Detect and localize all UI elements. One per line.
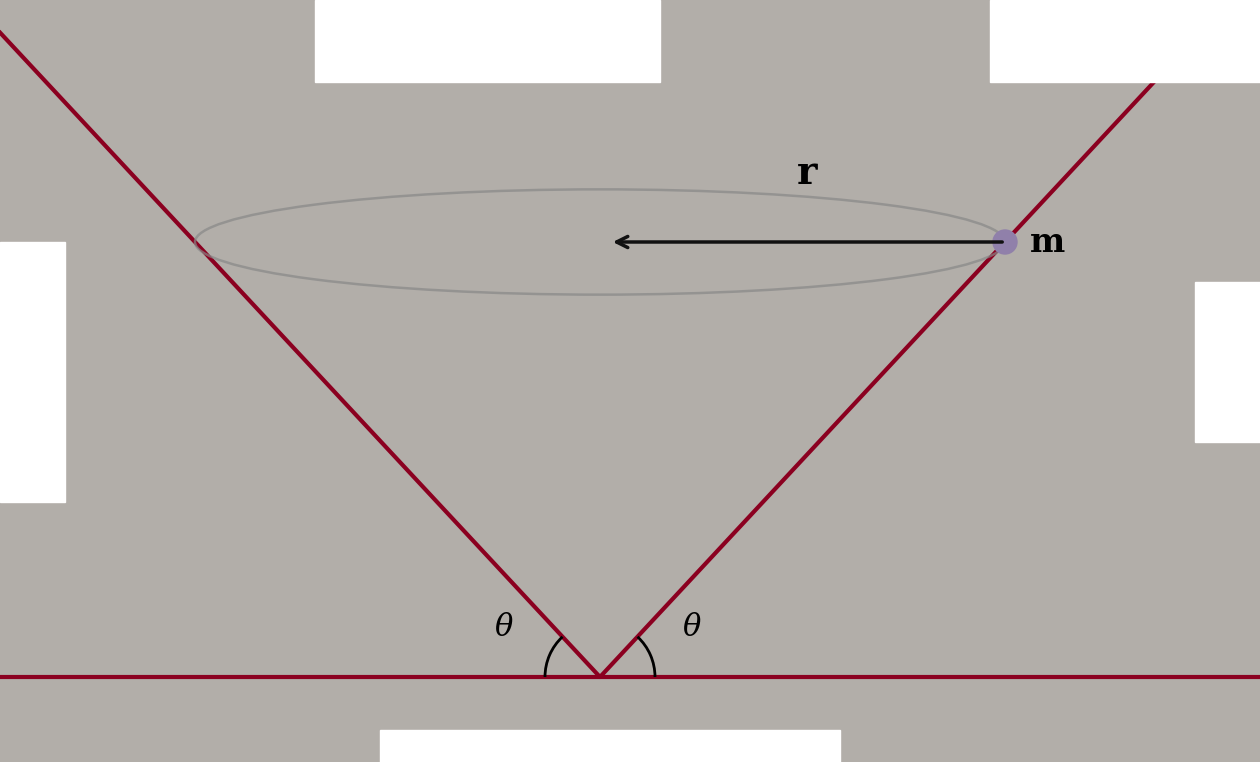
Circle shape (993, 230, 1017, 254)
Text: θ: θ (494, 612, 513, 642)
Text: θ: θ (683, 612, 701, 642)
Bar (1194, 282, 1260, 442)
Text: r: r (798, 154, 818, 192)
Text: m: m (1029, 226, 1065, 258)
Bar (315, 0, 660, 82)
Bar (381, 730, 840, 762)
Bar (990, 0, 1260, 82)
Bar (0, 242, 66, 502)
